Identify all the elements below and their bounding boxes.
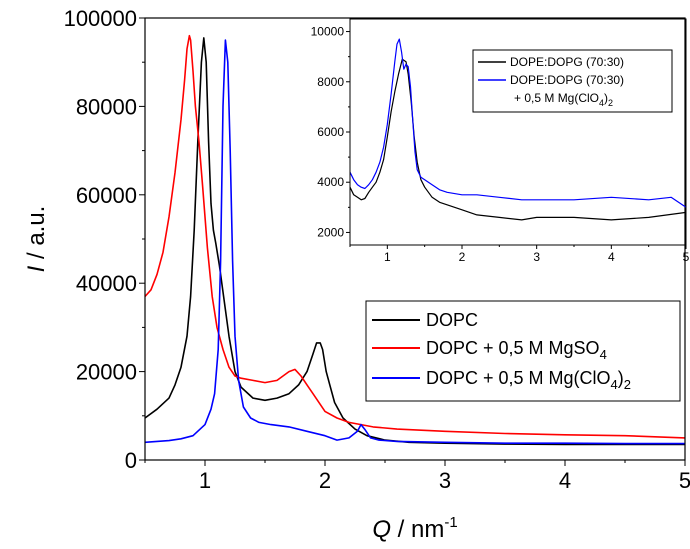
y-axis-title: I / a.u.	[23, 206, 50, 273]
main-plot-frame	[144, 17, 686, 461]
inset-y-tick-label: 10000	[311, 25, 345, 39]
inset-x-tick-label: 5	[683, 250, 690, 264]
inset-x-tick-label: 2	[459, 250, 466, 264]
main-y-tick-label: 20000	[76, 360, 137, 385]
legend-label-dopc: DOPC	[426, 310, 478, 330]
inset-y-tick-label: 8000	[317, 75, 344, 89]
inset-legend-label-dope-mgclo4: DOPE:DOPG (70:30)	[510, 73, 624, 87]
main-series-group	[144, 34, 686, 446]
x-axis-title: Q / nm-1	[372, 514, 457, 543]
main-x-tick-label: 4	[559, 468, 571, 493]
inset-legend-label-dope-mgclo4-line2: + 0,5 M Mg(ClO4)2	[514, 91, 613, 108]
inset-tick-labels: 1 2 3 4 5 2000 4000 6000 8000 10000	[311, 25, 690, 264]
inset-x-tick-label: 1	[384, 250, 391, 264]
inset-y-tick-label: 2000	[317, 225, 344, 239]
inset-y-tick-label: 4000	[317, 175, 344, 189]
inset-x-tick-label: 3	[533, 250, 540, 264]
inset-legend-box	[472, 49, 673, 113]
main-tick-labels: 1 2 3 4 5 0 20000 40000 60000 80000 100000	[64, 6, 690, 493]
main-x-tick-label: 3	[439, 468, 451, 493]
legend-label-mgclo4: DOPC + 0,5 M Mg(ClO4)2	[426, 368, 631, 392]
main-series-line-2	[144, 39, 685, 445]
inset-plot-frame	[349, 18, 687, 246]
inset-series-group	[349, 38, 687, 221]
main-y-tick-label: 100000	[64, 6, 137, 31]
main-y-tick-label: 80000	[76, 94, 137, 119]
main-y-tick-label: 60000	[76, 183, 137, 208]
inset-plot: 1 2 3 4 5 2000 4000 6000 8000 10000 DOPE:DOPG (70…	[311, 18, 690, 264]
inset-series-line-0	[349, 58, 687, 221]
main-series-line-0	[144, 37, 685, 446]
main-plot: 1 2 3 4 5 0 20000 40000 60000 80000 100000 Q / nm-…	[23, 6, 690, 543]
inset-y-tick-label: 6000	[317, 125, 344, 139]
main-series-line-1	[144, 34, 686, 439]
main-x-tick-label: 5	[679, 468, 690, 493]
main-x-tick-label: 2	[319, 468, 331, 493]
main-y-tick-label: 40000	[76, 271, 137, 296]
inset-legend-label-dope: DOPE:DOPG (70:30)	[510, 55, 624, 69]
main-legend: DOPC DOPC + 0,5 M MgSO4 DOPC + 0,5 M Mg(…	[365, 300, 681, 402]
inset-series-line-1	[349, 38, 687, 208]
main-legend-box	[365, 300, 681, 402]
main-x-tick-label: 1	[199, 468, 211, 493]
legend-label-mgso4: DOPC + 0,5 M MgSO4	[426, 338, 607, 362]
inset-legend: DOPE:DOPG (70:30) DOPE:DOPG (70:30) + 0,…	[472, 49, 673, 113]
main-y-tick-label: 0	[125, 448, 137, 473]
inset-x-tick-label: 4	[608, 250, 615, 264]
